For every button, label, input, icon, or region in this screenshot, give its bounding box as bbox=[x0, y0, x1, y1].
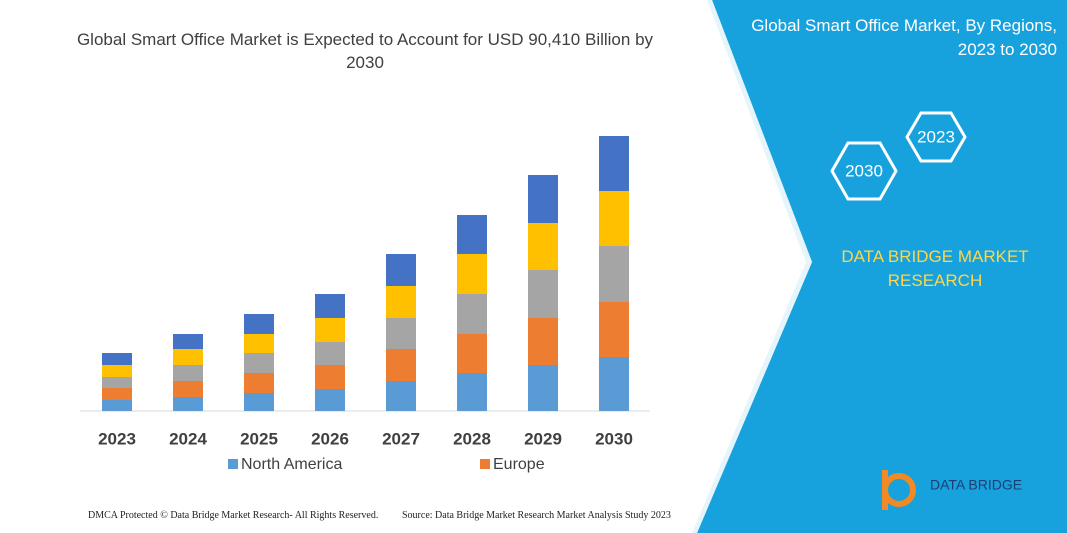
bar-segment bbox=[528, 318, 558, 365]
x-tick-label: 2025 bbox=[240, 429, 278, 448]
logo-icon bbox=[882, 470, 917, 510]
panel-edge bbox=[692, 0, 812, 533]
x-tick-label: 2023 bbox=[98, 429, 136, 448]
x-tick-label: 2029 bbox=[524, 429, 562, 448]
legend-label: Europe bbox=[493, 456, 545, 473]
bar-segment bbox=[244, 393, 274, 411]
hexagon-label: 2030 bbox=[845, 161, 883, 180]
bar-segment bbox=[102, 388, 132, 400]
bar-segment bbox=[315, 294, 345, 318]
bar-segment bbox=[173, 334, 203, 349]
logo-text: DATA BRIDGE bbox=[930, 477, 1022, 493]
bar-segment bbox=[102, 400, 132, 411]
bar-segment bbox=[102, 377, 132, 388]
hexagon-label: 2023 bbox=[917, 127, 955, 146]
bar-segment bbox=[315, 342, 345, 365]
bar-segment bbox=[315, 318, 345, 342]
bar-segment bbox=[244, 314, 274, 334]
footer-left: DMCA Protected © Data Bridge Market Rese… bbox=[88, 510, 379, 521]
legend-label: North America bbox=[241, 456, 342, 473]
x-tick-label: 2030 bbox=[595, 429, 633, 448]
bar-segment bbox=[244, 373, 274, 393]
bar-segment bbox=[173, 349, 203, 365]
bar-segment bbox=[102, 365, 132, 377]
x-tick-label: 2027 bbox=[382, 429, 420, 448]
bar-segment bbox=[173, 365, 203, 381]
panel-title: Global Smart Office Market, By Regions, … bbox=[751, 16, 1057, 59]
x-tick-label: 2028 bbox=[453, 429, 491, 448]
bar-segment bbox=[386, 349, 416, 381]
bar-segment bbox=[102, 353, 132, 365]
bar-segment bbox=[173, 397, 203, 411]
footer-right: Source: Data Bridge Market Research Mark… bbox=[402, 510, 671, 521]
bar-segment bbox=[386, 254, 416, 286]
bar-segment bbox=[244, 353, 274, 373]
bar-segment bbox=[457, 334, 487, 373]
bar-segment bbox=[457, 215, 487, 254]
bar-segment bbox=[457, 254, 487, 294]
hexagon bbox=[905, 111, 967, 163]
bar-segment bbox=[173, 381, 203, 397]
bar-segment bbox=[244, 334, 274, 353]
bar-segment bbox=[599, 191, 629, 246]
side-panel bbox=[697, 0, 1067, 533]
bar-segment bbox=[599, 246, 629, 302]
legend-swatch bbox=[480, 459, 490, 469]
bar-segment bbox=[599, 302, 629, 357]
bar-segment bbox=[599, 136, 629, 191]
bar-segment bbox=[315, 389, 345, 411]
bar-segment bbox=[528, 175, 558, 223]
bar-segment bbox=[386, 381, 416, 411]
x-tick-label: 2024 bbox=[169, 429, 207, 448]
chart-title: Global Smart Office Market is Expected t… bbox=[76, 30, 654, 72]
legend-swatch bbox=[228, 459, 238, 469]
bar-segment bbox=[386, 318, 416, 349]
bar-segment bbox=[386, 286, 416, 318]
bar-segment bbox=[528, 365, 558, 411]
bar-segment bbox=[599, 357, 629, 411]
bar-segment bbox=[315, 365, 345, 389]
hexagon bbox=[830, 141, 898, 201]
bar-segment bbox=[457, 373, 487, 411]
x-tick-label: 2026 bbox=[311, 429, 349, 448]
bar-segment bbox=[528, 270, 558, 318]
bar-segment bbox=[457, 294, 487, 334]
bar-segment bbox=[528, 223, 558, 270]
brand: DATA BRIDGE MARKET RESEARCH bbox=[841, 247, 1029, 290]
